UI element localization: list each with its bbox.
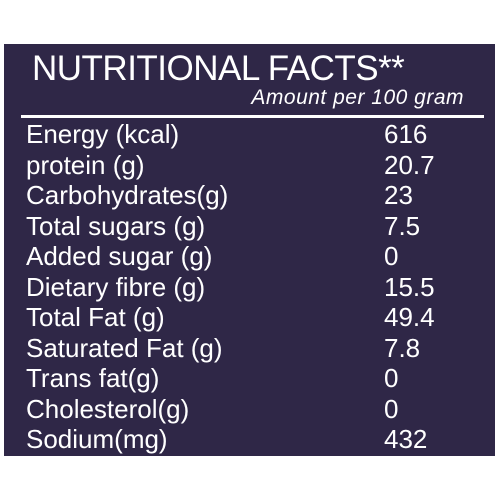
nutrition-row-trans-fat: Trans fat(g) 0	[4, 363, 495, 394]
nutrient-label: Energy (kcal)	[26, 119, 180, 149]
nutrient-value: 432	[384, 424, 428, 454]
nutrient-value: 7.8	[384, 332, 421, 363]
nutrition-row-energy: Energy (kcal) 616	[4, 119, 495, 150]
nutrition-facts-panel: NUTRITIONAL FACTS** Amount per 100 gram …	[4, 44, 495, 456]
nutrient-label: Total sugars (g)	[26, 210, 206, 241]
nutrient-label: Total Fat (g)	[26, 302, 165, 332]
nutrition-row-protein: protein (g) 20.7	[4, 150, 495, 181]
header-divider	[21, 115, 484, 118]
nutrient-label: Saturated Fat (g)	[26, 332, 223, 363]
nutrition-row-sodium: Sodium(mg) 432	[4, 424, 495, 455]
panel-title: NUTRITIONAL FACTS**	[32, 49, 405, 88]
nutrition-table: Energy (kcal) 616 protein (g) 20.7 Carbo…	[4, 119, 495, 455]
nutrient-value: 23	[384, 180, 413, 210]
nutrient-value: 616	[384, 119, 428, 149]
nutrition-row-carbohydrates: Carbohydrates(g) 23	[4, 180, 495, 211]
nutrient-label: Carbohydrates(g)	[26, 180, 229, 210]
nutrition-row-dietary-fibre: Dietary fibre (g) 15.5	[4, 272, 495, 303]
nutrition-row-cholesterol: Cholesterol(g) 0	[4, 394, 495, 425]
nutrient-label: Trans fat(g)	[26, 363, 160, 393]
nutrition-row-total-sugars: Total sugars (g) 7.5	[4, 211, 495, 242]
nutrient-value: 20.7	[384, 149, 435, 180]
nutrition-row-saturated-fat: Saturated Fat (g) 7.8	[4, 333, 495, 364]
nutrition-row-added-sugar: Added sugar (g) 0	[4, 241, 495, 272]
nutrient-label: Added sugar (g)	[26, 241, 213, 271]
nutrient-value: 0	[384, 363, 399, 393]
nutrient-value: 49.4	[384, 302, 435, 332]
nutrient-value: 0	[384, 241, 399, 271]
nutrient-value: 0	[384, 393, 399, 424]
nutrient-label: Cholesterol(g)	[26, 393, 190, 424]
panel-subtitle: Amount per 100 gram	[251, 86, 464, 109]
nutrient-value: 7.5	[384, 210, 421, 241]
nutrient-label: protein (g)	[26, 149, 145, 180]
nutrient-label: Sodium(mg)	[26, 424, 168, 454]
nutrition-row-total-fat: Total Fat (g) 49.4	[4, 302, 495, 333]
nutrient-label: Dietary fibre (g)	[26, 271, 206, 302]
nutrient-value: 15.5	[384, 271, 435, 302]
